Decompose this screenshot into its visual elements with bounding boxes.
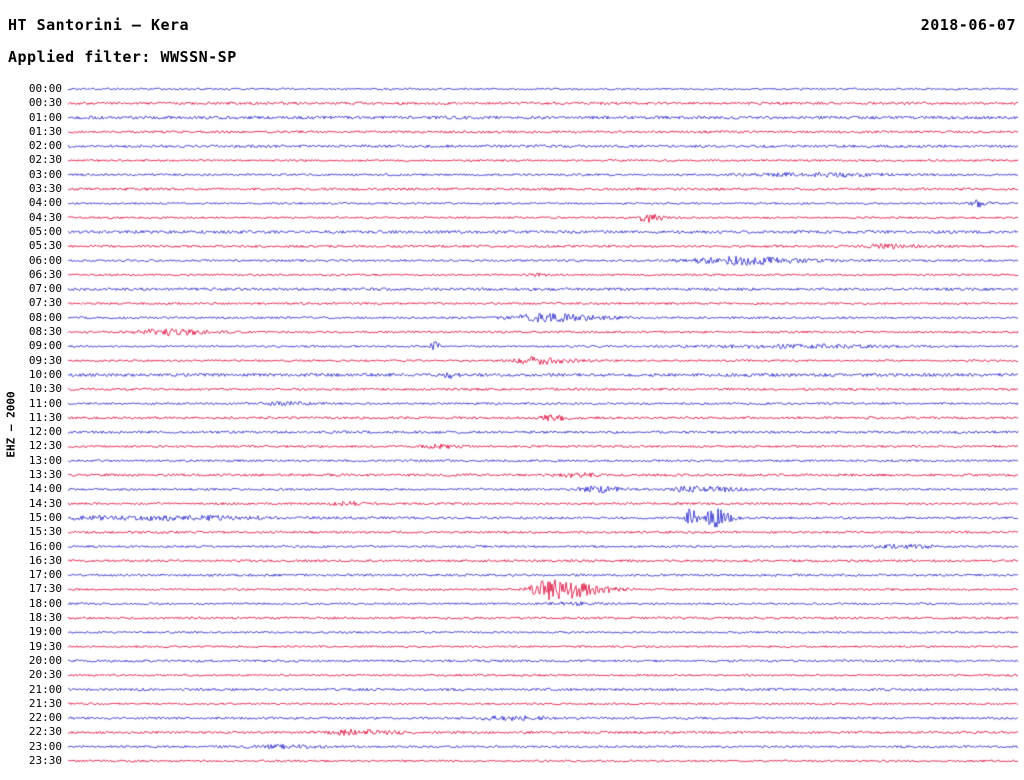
station-title: HT Santorini – Kera [8,16,190,34]
time-label: 05:00 [28,224,62,238]
time-label: 21:00 [28,682,62,696]
applied-filter-label: Applied filter: WWSSN-SP [8,48,237,66]
time-label: 05:30 [28,239,62,253]
time-label: 18:00 [28,596,62,610]
time-label: 00:00 [28,82,62,95]
time-label: 02:30 [28,153,62,167]
time-label: 19:00 [28,625,62,639]
time-label: 14:30 [28,496,62,510]
time-label: 01:00 [28,110,62,124]
time-label: 20:00 [28,653,62,667]
time-label: 14:00 [28,482,62,496]
time-label: 13:00 [28,453,62,467]
time-label: 13:30 [28,468,62,482]
time-label: 08:00 [28,310,62,324]
time-label: 12:00 [28,425,62,439]
time-label: 15:30 [28,525,62,539]
time-label: 23:00 [28,739,62,753]
time-label: 03:30 [28,182,62,196]
time-label: 06:00 [28,253,62,267]
time-label: 20:30 [28,668,62,682]
time-label: 11:30 [28,410,62,424]
time-label: 22:00 [28,711,62,725]
time-label: 22:30 [28,725,62,739]
time-label: 12:30 [28,439,62,453]
time-label: 09:30 [28,353,62,367]
time-label: 06:30 [28,267,62,281]
time-label: 04:00 [28,196,62,210]
time-label: 08:30 [28,325,62,339]
time-label: 19:30 [28,639,62,653]
time-label: 11:00 [28,396,62,410]
time-label: 03:00 [28,167,62,181]
time-label: 16:30 [28,553,62,567]
time-label: 10:30 [28,382,62,396]
time-label: 01:30 [28,124,62,138]
time-label: 17:30 [28,582,62,596]
date-label: 2018-06-07 [920,16,1016,34]
time-label: 16:00 [28,539,62,553]
time-label: 10:00 [28,367,62,381]
time-label: 00:30 [28,96,62,110]
time-label: 07:00 [28,282,62,296]
time-label: 15:00 [28,510,62,524]
time-label: 04:30 [28,210,62,224]
time-label: 18:30 [28,611,62,625]
time-label: 17:00 [28,568,62,582]
time-label: 21:30 [28,696,62,710]
time-label: 02:00 [28,139,62,153]
time-label: 23:30 [28,754,62,767]
time-label: 07:30 [28,296,62,310]
time-label: 09:00 [28,339,62,353]
